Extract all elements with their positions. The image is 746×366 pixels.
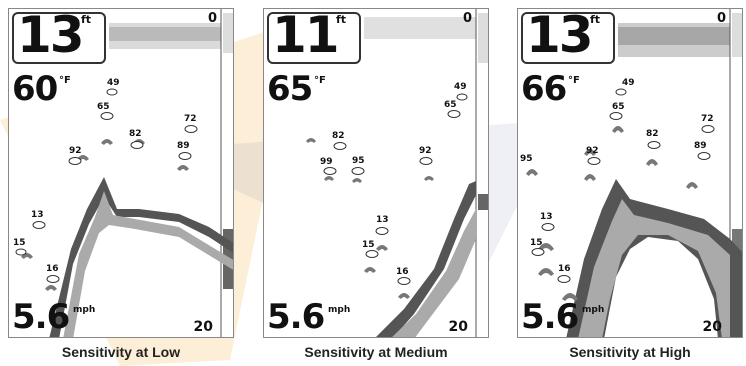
fish-depth-label: 49 — [622, 78, 635, 88]
sonar-panel-low: 49 65 72 82 89 92 13 15 16 13 ft 60 °F 5… — [8, 8, 234, 338]
fish-depth-label: 95 — [520, 154, 533, 164]
caption-low: Sensitivity at Low — [61, 344, 181, 360]
temperature-unit: °F — [314, 75, 326, 86]
fish-depth-label: 16 — [46, 264, 59, 274]
fish-depth-label: 89 — [694, 141, 707, 151]
depth-scale-bottom: 20 — [448, 319, 468, 335]
fish-depth-label: 13 — [31, 210, 44, 220]
sonar-panel-high: 49 65 72 82 89 92 95 13 15 16 13 ft 66 °… — [517, 8, 743, 338]
sonar-display: 49 65 72 82 89 92 13 15 16 — [13, 9, 233, 337]
speed-unit: mph — [582, 305, 605, 315]
fish-depth-label: 99 — [320, 157, 333, 167]
fish-depth-label: 13 — [540, 212, 553, 222]
depth-unit: ft — [590, 13, 601, 26]
speed-unit: mph — [328, 305, 351, 315]
fish-depth-label: 92 — [586, 146, 599, 156]
sonar-display: 49 65 72 82 89 92 95 13 15 16 — [520, 9, 742, 337]
depth-scale-bottom: 20 — [702, 319, 722, 335]
fish-depth-label: 95 — [352, 156, 365, 166]
depth-readout-box — [521, 12, 615, 64]
depth-scale-top: 0 — [462, 11, 472, 26]
fish-depth-label: 16 — [558, 264, 571, 274]
speed-value: 5.6 — [267, 297, 325, 337]
fish-depth-label: 65 — [612, 102, 625, 112]
depth-unit: ft — [336, 13, 347, 26]
fish-depth-label: 92 — [419, 146, 432, 156]
sonar-display: 49 65 82 99 95 92 13 15 16 — [306, 9, 488, 337]
depth-scale-top: 0 — [207, 11, 217, 26]
depth-readout-box — [12, 12, 106, 64]
depth-value: 11 — [272, 8, 340, 64]
fish-depth-label: 82 — [332, 131, 345, 141]
speed-value: 5.6 — [521, 297, 579, 337]
fish-depth-label: 89 — [177, 141, 190, 151]
fish-depth-label: 15 — [530, 238, 543, 248]
fish-depth-label: 82 — [646, 129, 659, 139]
fish-depth-label: 15 — [13, 238, 26, 248]
fish-depth-label: 72 — [184, 114, 197, 124]
caption-high: Sensitivity at High — [569, 344, 691, 360]
temperature-value: 60 — [12, 69, 58, 109]
fish-depth-label: 49 — [107, 78, 120, 88]
fish-depth-label: 16 — [396, 267, 409, 277]
depth-value: 13 — [526, 8, 594, 64]
fish-depth-label: 92 — [69, 146, 82, 156]
fish-depth-label: 15 — [362, 240, 375, 250]
temperature-unit: °F — [59, 75, 71, 86]
depth-value: 13 — [17, 8, 85, 64]
sonar-panel-medium: 49 65 82 99 95 92 13 15 16 11 ft 65 °F 5… — [263, 8, 489, 338]
depth-readout-box — [267, 12, 361, 64]
fish-depth-label: 65 — [444, 100, 457, 110]
speed-unit: mph — [73, 305, 96, 315]
temperature-unit: °F — [568, 75, 580, 86]
depth-unit: ft — [81, 13, 92, 26]
depth-scale-bottom: 20 — [193, 319, 213, 335]
depth-scale-top: 0 — [716, 11, 726, 26]
fish-depth-label: 13 — [376, 215, 389, 225]
fish-depth-label: 65 — [97, 102, 110, 112]
temperature-value: 65 — [267, 69, 313, 109]
fish-depth-label: 72 — [701, 114, 714, 124]
speed-value: 5.6 — [12, 297, 70, 337]
fish-depth-label: 82 — [129, 129, 142, 139]
fish-depth-label: 49 — [454, 82, 467, 92]
temperature-value: 66 — [521, 69, 567, 109]
caption-medium: Sensitivity at Medium — [304, 344, 448, 360]
